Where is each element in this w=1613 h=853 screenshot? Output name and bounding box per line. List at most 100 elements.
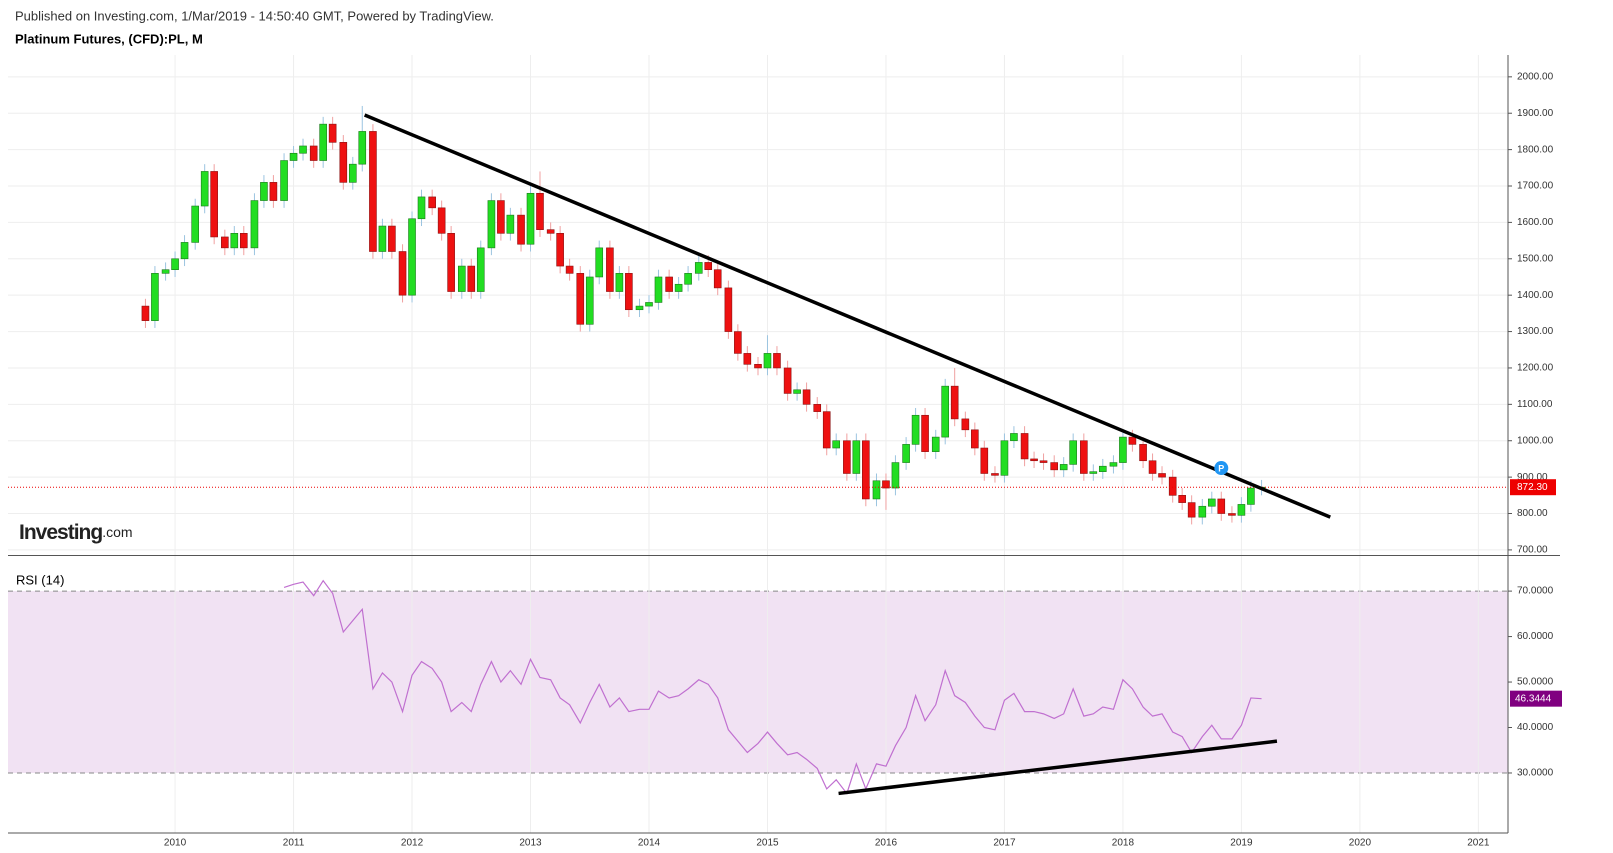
- y-tick-label: 700.00: [1517, 545, 1548, 556]
- candle-body: [428, 196, 436, 209]
- candle-body: [1089, 471, 1098, 474]
- candle-body: [210, 171, 218, 238]
- x-tick-label: 2018: [1112, 838, 1135, 849]
- candle-body: [319, 123, 327, 161]
- candle-body: [1228, 513, 1236, 516]
- candle-body: [931, 436, 940, 452]
- candle-body: [754, 364, 762, 369]
- trendline: [838, 739, 1278, 796]
- candle-body: [269, 182, 278, 201]
- candle-body: [1128, 436, 1137, 445]
- candle-body: [1217, 498, 1226, 514]
- candle-body: [328, 123, 337, 143]
- candle-body: [517, 214, 525, 245]
- candle-body: [843, 440, 851, 474]
- candle-body: [1109, 462, 1118, 467]
- candle-body: [289, 152, 298, 161]
- candle-body: [862, 440, 870, 500]
- rsi-title: RSI (14): [16, 572, 64, 587]
- candle-body: [556, 233, 564, 267]
- x-tick-label: 2021: [1467, 838, 1490, 849]
- candle-body: [1039, 460, 1048, 463]
- candle-body: [1010, 433, 1018, 442]
- candle-body: [299, 145, 307, 154]
- trendline: [363, 113, 1331, 519]
- candle-body: [457, 265, 466, 292]
- candle-body: [1237, 504, 1246, 516]
- candle-body: [230, 233, 239, 249]
- marker: [1214, 461, 1229, 476]
- candle-body: [408, 218, 416, 296]
- x-tick-label: 2011: [283, 838, 305, 849]
- candle-body: [565, 265, 574, 274]
- candle-body: [822, 411, 831, 449]
- candle-body: [773, 353, 781, 369]
- x-tick-label: 2014: [638, 838, 661, 849]
- source: Published on Investing.com, 1/Mar/2019 -…: [15, 8, 494, 23]
- candle-body: [704, 262, 713, 271]
- last-value-box: [1510, 690, 1562, 707]
- candle-body: [526, 192, 535, 245]
- candle-body: [941, 385, 950, 438]
- y-tick-label: 1700.00: [1517, 181, 1554, 192]
- candle-body: [1148, 460, 1157, 474]
- y-tick-label: 1600.00: [1517, 217, 1554, 228]
- candle-body: [417, 196, 426, 220]
- y-tick-label: 800.00: [1517, 508, 1548, 519]
- y-tick-label: 2000.00: [1517, 71, 1554, 82]
- candle-body: [437, 207, 446, 234]
- candle-body: [546, 229, 555, 234]
- candle-body: [141, 305, 150, 321]
- y-tick-label: 60.0000: [1517, 631, 1554, 642]
- candle-body: [961, 418, 970, 431]
- candle-body: [487, 200, 496, 249]
- candle-body: [1207, 498, 1216, 507]
- candle-body: [1000, 440, 1009, 476]
- candle-body: [1030, 458, 1038, 462]
- y-tick-label: 1300.00: [1517, 326, 1554, 337]
- last-price-box: [1510, 479, 1556, 496]
- candle-body: [694, 262, 703, 274]
- rsi-line: [283, 579, 1262, 795]
- x-tick-label: 2019: [1230, 838, 1253, 849]
- candle-body: [911, 414, 920, 445]
- candle-body: [180, 242, 189, 260]
- candle-body: [1158, 473, 1166, 478]
- candle-body: [1247, 487, 1255, 505]
- candle-body: [447, 233, 455, 292]
- candle-body: [506, 214, 515, 234]
- candle-body: [606, 247, 614, 292]
- chart-title: Platinum Futures, (CFD):PL, M: [15, 31, 203, 46]
- candle-body: [625, 273, 633, 311]
- candle-body: [654, 276, 663, 303]
- candle-body: [645, 302, 653, 307]
- candle-body: [971, 429, 979, 449]
- candle-body: [171, 258, 179, 271]
- candle-body: [378, 225, 387, 252]
- candle-body: [1139, 444, 1147, 462]
- y-tick-label: 50.0000: [1517, 677, 1554, 688]
- candle-body: [882, 480, 890, 489]
- x-tick-label: 2016: [875, 838, 898, 849]
- y-tick-label: 1500.00: [1517, 253, 1554, 264]
- logo: Investing.com: [19, 521, 133, 544]
- y-tick-label: 30.0000: [1517, 768, 1554, 779]
- candle-body: [1059, 464, 1068, 471]
- candle-body: [734, 331, 742, 354]
- candle-body: [595, 247, 604, 278]
- y-tick-label: 1200.00: [1517, 363, 1554, 374]
- candle-body: [1187, 502, 1196, 518]
- candle-body: [1098, 465, 1107, 472]
- y-tick-label: 40.0000: [1517, 722, 1554, 733]
- x-tick-label: 2015: [756, 838, 779, 849]
- candle-body: [348, 163, 357, 183]
- candle-body: [250, 200, 259, 249]
- candle-body: [358, 131, 367, 165]
- x-tick-label: 2012: [401, 838, 424, 849]
- candle-body: [467, 265, 476, 292]
- candle-body: [832, 440, 840, 449]
- candle-body: [191, 205, 200, 243]
- last-price-label: 872.30: [1517, 482, 1548, 493]
- candle-body: [743, 353, 752, 365]
- candle-body: [921, 414, 929, 452]
